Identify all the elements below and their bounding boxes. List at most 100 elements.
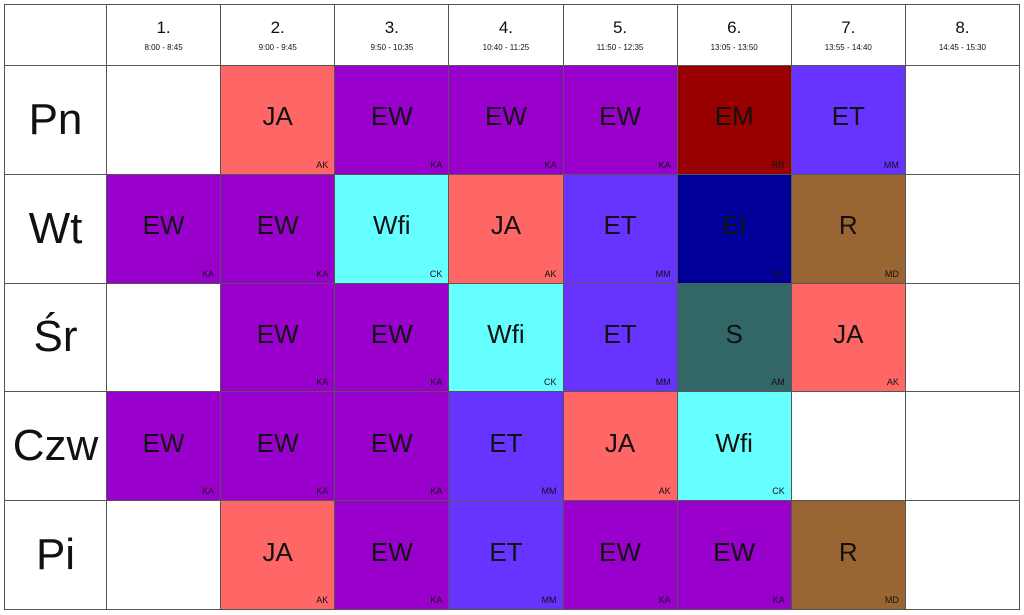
empty-cell bbox=[905, 174, 1020, 284]
period-header: 5. 11:50 - 12:35 bbox=[563, 5, 678, 66]
period-header: 4. 10:40 - 11:25 bbox=[449, 5, 564, 66]
lesson-cell: EW KA bbox=[335, 283, 450, 393]
period-time: 9:50 - 10:35 bbox=[370, 43, 414, 52]
lesson-teacher: KA bbox=[658, 159, 671, 170]
period-number: 1. bbox=[156, 18, 171, 37]
lesson-subject: ET bbox=[603, 318, 637, 349]
lesson-cell: ET MM bbox=[449, 501, 564, 610]
lesson-subject: EW bbox=[484, 101, 527, 132]
lesson-cell: R MD bbox=[791, 501, 906, 610]
lesson-teacher: KA bbox=[430, 486, 443, 497]
lesson-subject: EW bbox=[599, 536, 641, 567]
lesson-cell: Wfi CK bbox=[677, 392, 792, 502]
lesson-subject: JA bbox=[833, 318, 864, 349]
lesson-subject: EI bbox=[721, 210, 747, 241]
period-number: 2. bbox=[270, 18, 285, 37]
lesson-cell: ET MM bbox=[563, 283, 678, 393]
lesson-teacher: KA bbox=[316, 486, 329, 497]
period-time: 8:00 - 8:45 bbox=[144, 43, 183, 52]
period-number: 3. bbox=[384, 18, 399, 37]
lesson-teacher: CK bbox=[543, 377, 557, 388]
period-header: 2. 9:00 - 9:45 bbox=[221, 5, 336, 66]
lesson-subject: EW bbox=[599, 101, 641, 132]
period-number: 8. bbox=[955, 18, 970, 37]
period-time: 14:45 - 15:30 bbox=[938, 43, 987, 52]
lesson-subject: EW bbox=[142, 427, 185, 458]
lesson-subject: EW bbox=[256, 427, 299, 458]
period-header: 1. 8:00 - 8:45 bbox=[107, 5, 222, 66]
lesson-cell: S AM bbox=[677, 283, 792, 393]
lesson-cell: JA AK bbox=[221, 66, 336, 175]
period-header: 6. 13:05 - 13:50 bbox=[677, 5, 792, 66]
period-time: 13:55 - 14:40 bbox=[824, 43, 872, 52]
lesson-teacher: MM bbox=[655, 377, 671, 388]
lesson-subject: JA bbox=[262, 536, 293, 567]
lesson-subject: Wfi bbox=[715, 427, 753, 458]
empty-cell bbox=[791, 392, 906, 502]
lesson-teacher: MM bbox=[541, 595, 557, 605]
period-header: 7. 13:55 - 14:40 bbox=[791, 5, 906, 66]
lesson-teacher: AK bbox=[658, 486, 671, 497]
lesson-teacher: MD bbox=[884, 268, 899, 279]
header-corner bbox=[5, 5, 107, 66]
lesson-cell: Wfi CK bbox=[335, 174, 450, 284]
lesson-cell: EI KK bbox=[677, 174, 792, 284]
lesson-cell: EW KA bbox=[563, 501, 678, 610]
lesson-subject: EW bbox=[256, 210, 299, 241]
lesson-teacher: MM bbox=[541, 486, 557, 497]
lesson-teacher: AK bbox=[316, 159, 329, 170]
empty-cell bbox=[905, 66, 1020, 175]
lesson-cell: Wfi CK bbox=[449, 283, 564, 393]
lesson-cell: EW KA bbox=[677, 501, 792, 610]
lesson-cell: EW KA bbox=[107, 392, 222, 502]
lesson-cell: EW KA bbox=[221, 283, 336, 393]
empty-cell bbox=[905, 392, 1020, 502]
lesson-teacher: AK bbox=[544, 268, 557, 279]
lesson-teacher: MM bbox=[655, 268, 671, 279]
lesson-teacher: KA bbox=[316, 377, 329, 388]
period-number: 7. bbox=[841, 18, 856, 37]
lesson-subject: EW bbox=[370, 101, 413, 132]
lesson-subject: EW bbox=[370, 536, 413, 567]
lesson-teacher: KK bbox=[772, 268, 785, 279]
day-label: Wt bbox=[5, 174, 107, 284]
lesson-teacher: RR bbox=[771, 159, 785, 170]
lesson-cell: EW KA bbox=[449, 66, 564, 175]
period-number: 4. bbox=[498, 18, 514, 37]
empty-cell bbox=[905, 283, 1020, 393]
lesson-teacher: CK bbox=[429, 268, 443, 279]
lesson-cell: JA AK bbox=[221, 501, 336, 610]
lesson-subject: S bbox=[725, 318, 743, 349]
lesson-teacher: KA bbox=[658, 595, 671, 605]
lesson-subject: R bbox=[838, 210, 858, 241]
lesson-teacher: KA bbox=[544, 159, 557, 170]
lesson-teacher: CK bbox=[772, 486, 785, 497]
lesson-cell: EW KA bbox=[107, 174, 222, 284]
lesson-subject: JA bbox=[490, 210, 522, 241]
period-time: 11:50 - 12:35 bbox=[596, 43, 644, 52]
period-time: 13:05 - 13:50 bbox=[710, 43, 758, 52]
lesson-subject: R bbox=[838, 536, 858, 567]
lesson-subject: ET bbox=[831, 101, 865, 132]
day-label: Czw bbox=[5, 392, 107, 502]
lesson-teacher: MM bbox=[883, 159, 899, 170]
lesson-teacher: KA bbox=[772, 595, 785, 605]
lesson-cell: JA AK bbox=[449, 174, 564, 284]
lesson-cell: EW KA bbox=[221, 174, 336, 284]
period-time: 10:40 - 11:25 bbox=[482, 43, 530, 52]
lesson-cell: JA AK bbox=[791, 283, 906, 393]
lesson-teacher: KA bbox=[202, 268, 215, 279]
lesson-subject: ET bbox=[489, 536, 523, 567]
lesson-subject: EW bbox=[713, 536, 756, 567]
lesson-subject: EW bbox=[142, 210, 185, 241]
lesson-cell: JA AK bbox=[563, 392, 678, 502]
day-label: Pi bbox=[5, 501, 107, 610]
lesson-subject: ET bbox=[603, 210, 637, 241]
lesson-cell: EW KA bbox=[335, 66, 450, 175]
lesson-teacher: KA bbox=[202, 486, 215, 497]
day-label: Śr bbox=[5, 283, 107, 393]
lesson-cell: EW KA bbox=[335, 392, 450, 502]
lesson-cell: EM RR bbox=[677, 66, 792, 175]
lesson-teacher: KA bbox=[430, 377, 443, 388]
period-time: 9:00 - 9:45 bbox=[258, 43, 297, 52]
